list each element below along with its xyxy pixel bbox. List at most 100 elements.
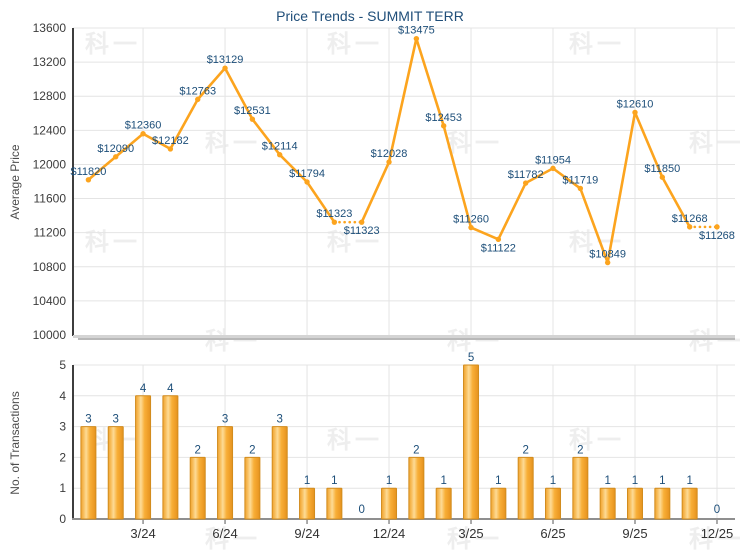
price-line-segment <box>87 155 118 182</box>
bar-value-label: 2 <box>522 444 528 456</box>
transaction-bar <box>408 456 425 520</box>
watermark-text: 科一 <box>85 31 141 58</box>
price-line-segment <box>360 160 391 224</box>
transaction-bar <box>326 487 343 520</box>
bar-value-label: 2 <box>195 444 201 456</box>
price-point <box>113 154 119 160</box>
bar-value-label: 4 <box>140 383 147 395</box>
price-ytick-label: 10000 <box>33 328 67 342</box>
transaction-bar <box>627 487 643 520</box>
transaction-bar <box>490 487 507 520</box>
price-point <box>222 65 228 71</box>
bar-value-label: 2 <box>249 444 255 456</box>
price-point-label: $11268 <box>672 213 708 225</box>
price-point-label: $11954 <box>535 154 571 166</box>
tick-labels: 1360013200128001240012000116001120010800… <box>33 21 734 541</box>
price-point <box>85 177 92 183</box>
bar-value-label: 1 <box>386 475 392 487</box>
price-point <box>386 159 392 165</box>
transaction-bar <box>681 487 698 520</box>
price-point-label: $11820 <box>70 166 106 178</box>
price-point-label: $12360 <box>125 120 162 132</box>
price-point-label: $12090 <box>97 143 134 155</box>
price-line-segment <box>387 37 418 164</box>
bar-value-label: 1 <box>686 475 692 487</box>
price-line-segment <box>661 175 691 229</box>
price-point <box>686 224 693 230</box>
price-point-label: $11323 <box>344 225 380 237</box>
bar-value-label: 1 <box>550 475 556 487</box>
chart-title: Price Trends - SUMMIT TERR <box>276 8 464 24</box>
price-ytick-label: 13200 <box>33 55 67 69</box>
price-point <box>468 224 474 231</box>
bar-value-label: 1 <box>304 475 310 487</box>
bar-value-label: 1 <box>632 475 638 487</box>
price-point <box>550 165 556 172</box>
transaction-bar <box>299 487 316 520</box>
price-point-label: $12531 <box>234 105 271 117</box>
transaction-bar <box>135 395 152 520</box>
transaction-bar <box>435 487 452 520</box>
xtick-label: 12/25 <box>701 526 734 541</box>
watermark-text: 科一 <box>569 31 625 58</box>
price-line-segment <box>169 98 200 151</box>
watermark-text: 科一 <box>85 229 141 256</box>
watermark-text: 科一 <box>689 328 740 355</box>
price-point-label: $12114 <box>262 141 298 153</box>
transactions-ytick-label: 1 <box>59 481 66 495</box>
price-point-label: $10849 <box>589 249 626 261</box>
transaction-bar <box>381 487 398 520</box>
price-point <box>331 219 338 225</box>
price-line-segment <box>469 226 500 241</box>
transactions-ytick-label: 5 <box>59 358 66 372</box>
price-line-segment <box>415 37 445 128</box>
price-line-segment <box>223 66 254 121</box>
price-point-label: $12610 <box>617 98 654 110</box>
price-point <box>304 179 310 185</box>
price-point <box>577 185 584 192</box>
transaction-bars: 3 3 4 4 2 3 2 3 1 1 0 1 2 1 5 1 2 1 2 1 1 1 1 0 <box>80 352 720 520</box>
price-point-label: $11122 <box>481 242 516 254</box>
price-point <box>140 131 146 137</box>
bar-value-label: 5 <box>468 352 474 364</box>
transaction-bar <box>599 487 616 520</box>
price-point <box>359 219 365 225</box>
price-point-label: $11850 <box>644 163 680 175</box>
transaction-bar <box>517 456 534 520</box>
transaction-bar <box>80 426 97 520</box>
bar-value-label: 3 <box>85 414 91 426</box>
price-point <box>167 146 174 152</box>
transaction-bar <box>244 456 261 520</box>
transaction-bar <box>271 426 288 520</box>
price-point-label: $11260 <box>453 214 489 226</box>
transaction-bar <box>463 364 480 520</box>
xtick-label: 9/25 <box>622 526 647 541</box>
price-point <box>632 109 638 116</box>
price-point-label: $12453 <box>425 112 462 124</box>
transactions-ytick-label: 3 <box>59 420 66 434</box>
watermark-text: 科一 <box>205 526 261 550</box>
price-point <box>277 152 283 158</box>
bar-value-label: 1 <box>659 475 665 487</box>
transaction-bar <box>162 395 179 520</box>
transaction-bar <box>654 487 671 520</box>
price-point <box>495 236 502 243</box>
xtick-label: 3/24 <box>130 526 155 541</box>
bar-value-label: 1 <box>604 475 610 487</box>
xtick-label: 6/24 <box>212 526 237 541</box>
transactions-axis-title: No. of Transactions <box>8 391 22 494</box>
price-ytick-label: 13600 <box>33 21 67 35</box>
price-point-label: $11268 <box>699 230 735 242</box>
price-point <box>249 116 256 122</box>
price-point-label: $13475 <box>398 25 435 37</box>
price-line-segment <box>551 167 582 190</box>
price-point-label: $12028 <box>371 148 408 160</box>
watermark-text: 科一 <box>447 130 503 157</box>
bar-value-label: 3 <box>113 414 119 426</box>
price-line-segment <box>305 180 336 224</box>
price-line-segment <box>196 66 227 101</box>
transactions-ytick-label: 2 <box>59 450 66 464</box>
price-line-segment <box>114 132 145 159</box>
price-line-segment <box>524 167 555 185</box>
